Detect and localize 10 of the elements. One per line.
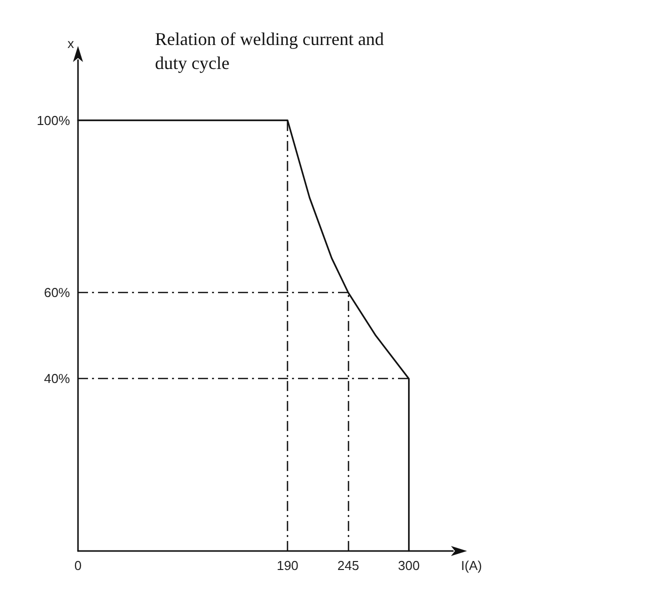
y-tick-label: 60%: [44, 285, 70, 300]
chart-title: Relation of welding current and duty cycle: [155, 29, 388, 73]
x-tick-label: 0: [74, 558, 82, 573]
x-tick-label: 300: [398, 558, 420, 573]
x-tick-label: 190: [276, 558, 298, 573]
y-tick-label: 40%: [44, 371, 70, 386]
x-tick-label: 245: [337, 558, 360, 573]
y-axis-title: x: [68, 36, 74, 51]
x-axis-title: I(A): [461, 558, 482, 573]
y-tick-label: 100%: [36, 112, 70, 128]
